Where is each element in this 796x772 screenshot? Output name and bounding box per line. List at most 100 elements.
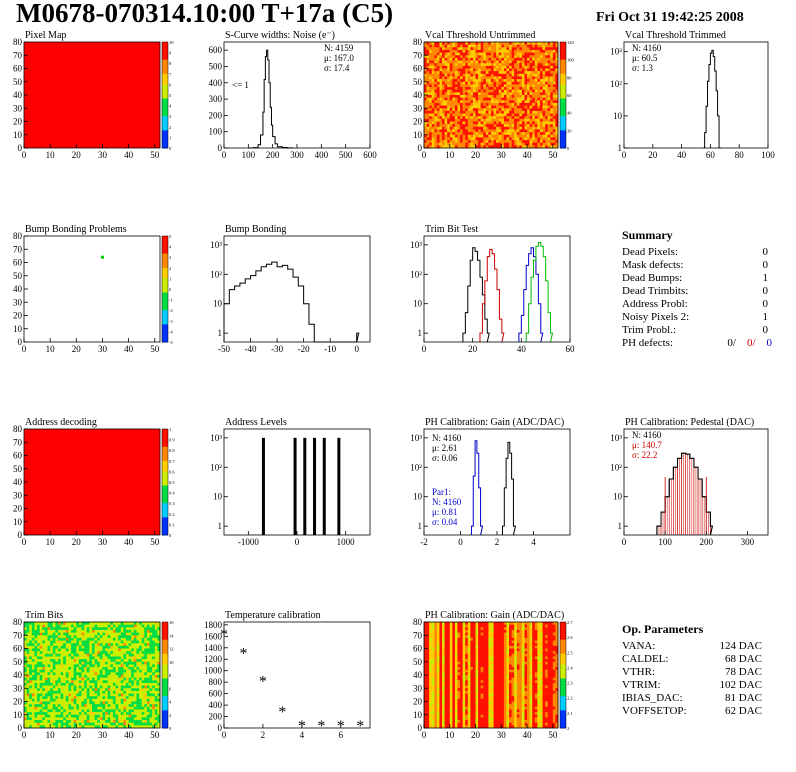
heatmap-cell bbox=[44, 664, 48, 668]
heatmap-cell bbox=[126, 629, 129, 633]
heatmap-cell bbox=[92, 704, 95, 708]
heatmap-cell bbox=[24, 667, 27, 670]
heatmap-cell bbox=[118, 653, 122, 657]
heatmap-cell bbox=[89, 720, 93, 723]
heatmap-cell bbox=[444, 42, 448, 45]
heatmap-cell bbox=[73, 632, 77, 636]
heatmap-cell bbox=[107, 643, 111, 647]
heatmap-cell bbox=[141, 688, 145, 692]
heatmap-cell bbox=[107, 714, 111, 718]
heatmap-cell bbox=[110, 656, 114, 660]
heatmap-cell bbox=[460, 113, 463, 117]
heatmap-cell bbox=[115, 675, 119, 678]
heatmap-cell bbox=[442, 105, 445, 109]
heatmap-cell bbox=[157, 632, 161, 636]
heatmap-cell bbox=[99, 637, 103, 641]
heatmap-cell bbox=[475, 129, 479, 133]
heatmap-cell bbox=[50, 635, 54, 639]
date-label: Fri Oct 31 19:42:25 2008 bbox=[596, 10, 744, 25]
heatmap-cell bbox=[126, 622, 129, 625]
heatmap-cell bbox=[429, 55, 433, 59]
heatmap-cell bbox=[149, 717, 153, 721]
heatmap-cell bbox=[550, 142, 554, 146]
panel-title: Address decoding bbox=[25, 417, 97, 428]
heatmap-cell bbox=[133, 725, 137, 729]
heatmap-cell bbox=[496, 44, 500, 48]
heatmap-cell bbox=[71, 659, 74, 663]
colorbar-tick-label: 5 bbox=[169, 93, 172, 98]
heatmap-cell bbox=[68, 725, 72, 729]
heatmap-cell bbox=[488, 84, 492, 88]
heatmap-cell bbox=[68, 648, 72, 652]
heatmap-cell bbox=[426, 648, 430, 652]
heatmap-cell bbox=[55, 720, 59, 723]
heatmap-cell bbox=[424, 145, 427, 149]
heatmap-cell bbox=[444, 126, 448, 130]
heatmap-cell bbox=[86, 675, 90, 678]
heatmap-cell bbox=[547, 76, 551, 80]
colorbar-cell bbox=[162, 671, 168, 676]
heatmap-cell bbox=[152, 725, 156, 729]
heatmap-cell bbox=[115, 682, 119, 686]
heatmap-cell bbox=[545, 65, 548, 69]
heatmap-cell bbox=[92, 651, 95, 655]
heatmap-cell bbox=[480, 87, 484, 90]
heatmap-cell bbox=[491, 65, 494, 69]
heatmap-cell bbox=[50, 659, 54, 663]
y-tick-label: 30 bbox=[13, 103, 23, 113]
heatmap-cell bbox=[454, 97, 458, 101]
heatmap-cell bbox=[73, 664, 77, 668]
heatmap-cell bbox=[509, 102, 512, 106]
heatmap-cell bbox=[442, 113, 445, 117]
heatmap-cell bbox=[120, 704, 124, 708]
heatmap-cell bbox=[506, 142, 510, 146]
heatmap-cell bbox=[511, 55, 515, 59]
heatmap-cell bbox=[527, 95, 530, 98]
heatmap-cell bbox=[480, 145, 484, 149]
heatmap-cell bbox=[65, 720, 69, 723]
heatmap-cell bbox=[491, 92, 494, 96]
heatmap-cell bbox=[457, 57, 461, 61]
heatmap-cell bbox=[107, 704, 111, 708]
heatmap-cell bbox=[436, 81, 440, 85]
heatmap-cell bbox=[457, 110, 461, 114]
heatmap-cell bbox=[545, 105, 548, 109]
heatmap-cell bbox=[516, 79, 520, 83]
x-tick-label: 0 bbox=[622, 150, 627, 160]
colorbar-cell bbox=[162, 699, 168, 704]
heatmap-cell bbox=[519, 137, 523, 141]
heatmap-cell bbox=[55, 714, 59, 718]
colorbar-cell bbox=[162, 639, 168, 644]
heatmap-cell bbox=[84, 640, 88, 644]
heatmap-cell bbox=[555, 121, 559, 125]
heatmap-cell bbox=[470, 73, 474, 77]
heatmap-cell bbox=[470, 108, 474, 112]
heatmap-cell bbox=[429, 725, 433, 729]
heatmap-cell bbox=[89, 632, 93, 636]
heatmap-cell bbox=[434, 622, 438, 625]
heatmap-cell bbox=[470, 95, 474, 98]
x-tick-label: 2 bbox=[495, 537, 500, 547]
heatmap-cell bbox=[94, 664, 98, 668]
heatmap-cell bbox=[29, 680, 33, 684]
heatmap-cell bbox=[97, 677, 101, 681]
heatmap-cell bbox=[60, 643, 64, 647]
heatmap-cell bbox=[102, 712, 106, 716]
heatmap-cell bbox=[491, 108, 494, 112]
heatmap-cell bbox=[436, 113, 440, 117]
heatmap-cell bbox=[424, 682, 427, 686]
heatmap-cell bbox=[424, 712, 427, 716]
heatmap-cell bbox=[426, 95, 430, 98]
heatmap-cell bbox=[483, 145, 487, 149]
heatmap-cell bbox=[511, 121, 515, 125]
heatmap-cell bbox=[65, 717, 69, 721]
heatmap-cell bbox=[29, 682, 33, 686]
heatmap-cell bbox=[123, 722, 127, 726]
colorbar-cell bbox=[162, 246, 168, 251]
heatmap-cell bbox=[532, 116, 536, 120]
heatmap-cell bbox=[550, 113, 554, 117]
heatmap-cell bbox=[434, 690, 438, 694]
heatmap-cell bbox=[462, 49, 466, 53]
heatmap-cell bbox=[144, 701, 148, 705]
heatmap-cell bbox=[39, 667, 43, 670]
